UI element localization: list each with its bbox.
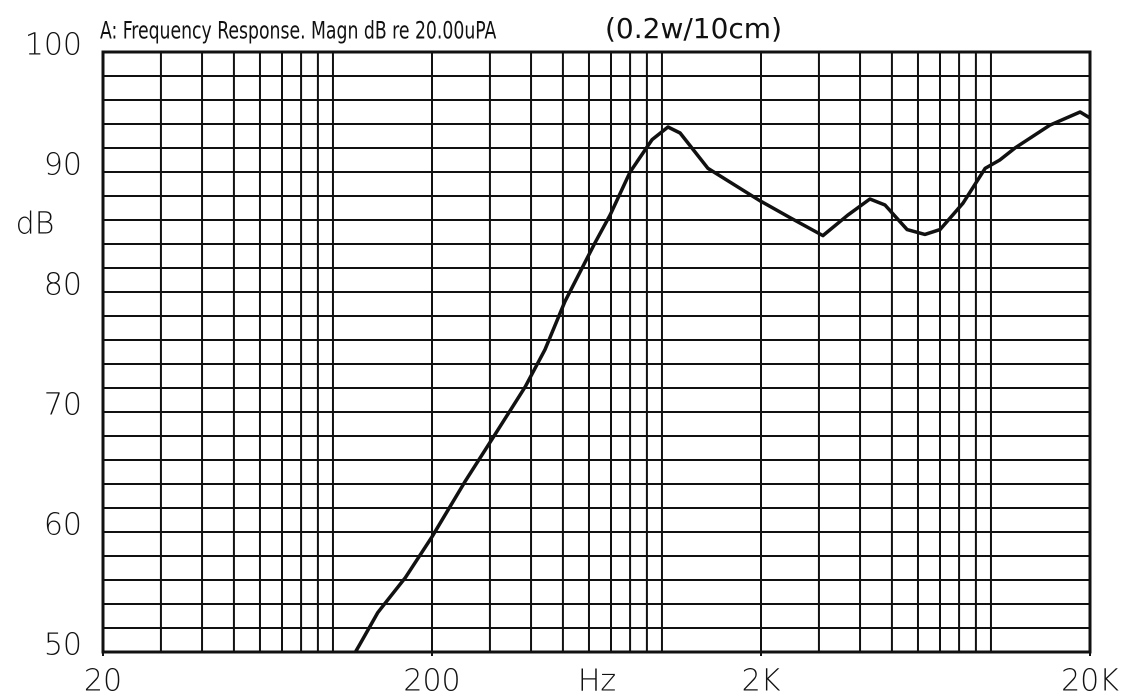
- x-tick-label: 20: [84, 664, 122, 699]
- x-axis-label: Hz: [578, 664, 616, 699]
- x-tick-label: 200: [403, 664, 460, 699]
- y-tick-label: 100: [25, 28, 82, 63]
- y-tick-label: 60: [44, 508, 82, 543]
- y-tick-label: 70: [44, 388, 82, 423]
- x-tick-label: 2K: [742, 664, 781, 699]
- x-tick-label: 20K: [1061, 664, 1119, 699]
- chart-title: A: Frequency Response. Magn dB re 20.00u…: [100, 18, 497, 46]
- y-tick-label: 50: [44, 628, 82, 663]
- response-curve: [353, 110, 1091, 653]
- y-tick-label: 90: [44, 148, 82, 183]
- y-tick-label: 80: [44, 268, 82, 303]
- y-axis-label: dB: [16, 207, 55, 242]
- plot-frame: [101, 50, 1092, 654]
- chart-subtitle: (0.2w/10cm): [605, 12, 782, 45]
